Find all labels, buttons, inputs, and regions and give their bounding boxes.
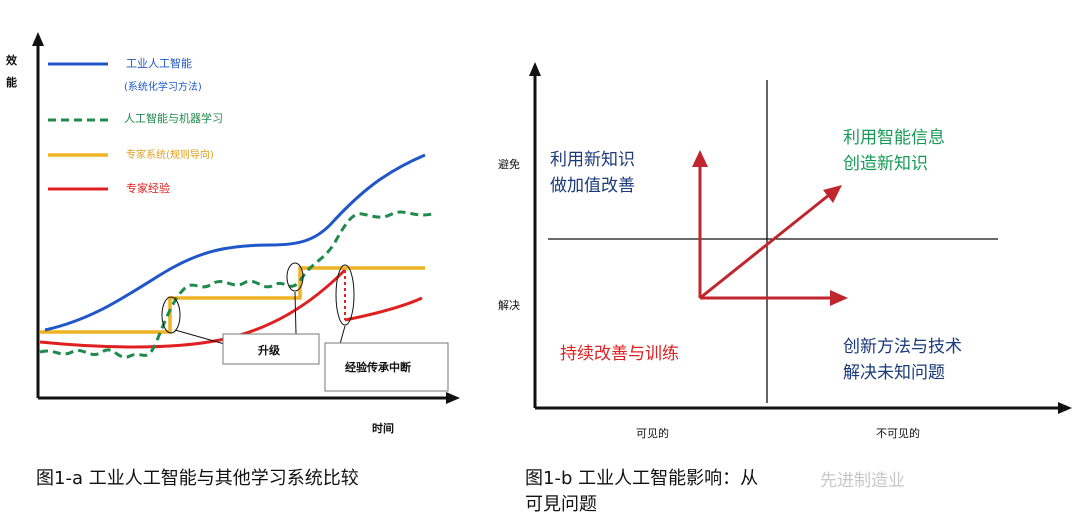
callout-break: 经验传承中断 [345, 360, 411, 374]
series-industrial-ai [44, 153, 426, 332]
upgrade-ellipse-2 [286, 262, 304, 292]
legend-label-expert-experience: 专家经验 [126, 181, 170, 195]
y-tick-solve: 解决 [498, 298, 520, 312]
series-ai-ml [39, 210, 433, 359]
left-y-arrow [32, 32, 44, 46]
right-y-arrow [529, 62, 541, 76]
callout-break-box [324, 342, 449, 392]
leader-line-3 [339, 325, 346, 345]
chart-right: 避免 解决 可见的 不可见的 利用新知识 做加值改善 利用智能信息 创造新知识 … [498, 62, 1072, 440]
x-tick-invisible: 不可见的 [876, 426, 920, 440]
caption-right-line-2: 可見问题 [525, 494, 597, 515]
quadrant-bottom-right-line-2: 解决未知问题 [843, 363, 945, 383]
callout-upgrade: 升级 [258, 343, 281, 357]
legend: 工业人工智能 (系统化学习方法) 人工智能与机器学习 专家系统(规则导向) 专家… [48, 56, 223, 195]
x-tick-visible: 可见的 [636, 426, 669, 440]
quadrant-bottom-right-line-1: 创新方法与技术 [843, 337, 962, 357]
caption-right-line-1: 图1-b 工业人工智能影响：从 [525, 468, 759, 489]
y-tick-avoid: 避免 [498, 157, 520, 171]
quadrant-top-right-line-1: 利用智能信息 [843, 128, 945, 148]
legend-sublabel-industrial-ai: (系统化学习方法) [124, 80, 202, 93]
right-x-arrow [1058, 402, 1072, 414]
arrow-diagonal [699, 193, 830, 300]
callout-upgrade-box [222, 333, 320, 365]
left-ylabel-char-1: 效 [6, 53, 18, 67]
quadrant-top-left-line-2: 做加值改善 [550, 176, 635, 196]
upgrade-ellipse-1 [161, 296, 181, 334]
impact-arrows [692, 150, 848, 306]
quadrant-bottom-left-line-1: 持续改善与训练 [560, 344, 679, 364]
leader-line-2 [294, 291, 297, 335]
leader-line-1 [174, 329, 229, 346]
break-ellipse [335, 264, 355, 326]
arrow-up-head [692, 150, 708, 167]
legend-label-ai-ml: 人工智能与机器学习 [124, 111, 223, 125]
legend-label-expert-system: 专家系统(规则导向) [126, 148, 214, 161]
left-x-arrow [446, 392, 460, 404]
chart-left: 效 能 时间 升级 经验传承中断 工业人工智能 (系统化学习方法) 人工智能与机… [6, 32, 460, 435]
watermark: 先进制造业 [820, 471, 905, 491]
series-expert-system [40, 266, 425, 334]
legend-label-industrial-ai: 工业人工智能 [126, 56, 192, 70]
quadrant-top-left-line-1: 利用新知识 [550, 150, 635, 170]
arrow-diagonal-head [823, 185, 842, 203]
caption-left: 图1-a 工业人工智能与其他学习系统比较 [36, 468, 359, 489]
series-expert-experience [39, 268, 423, 349]
left-xlabel: 时间 [372, 421, 394, 435]
quadrant-top-right-line-2: 创造新知识 [843, 154, 928, 174]
arrow-right-head [830, 290, 848, 306]
left-ylabel-char-2: 能 [6, 75, 17, 89]
